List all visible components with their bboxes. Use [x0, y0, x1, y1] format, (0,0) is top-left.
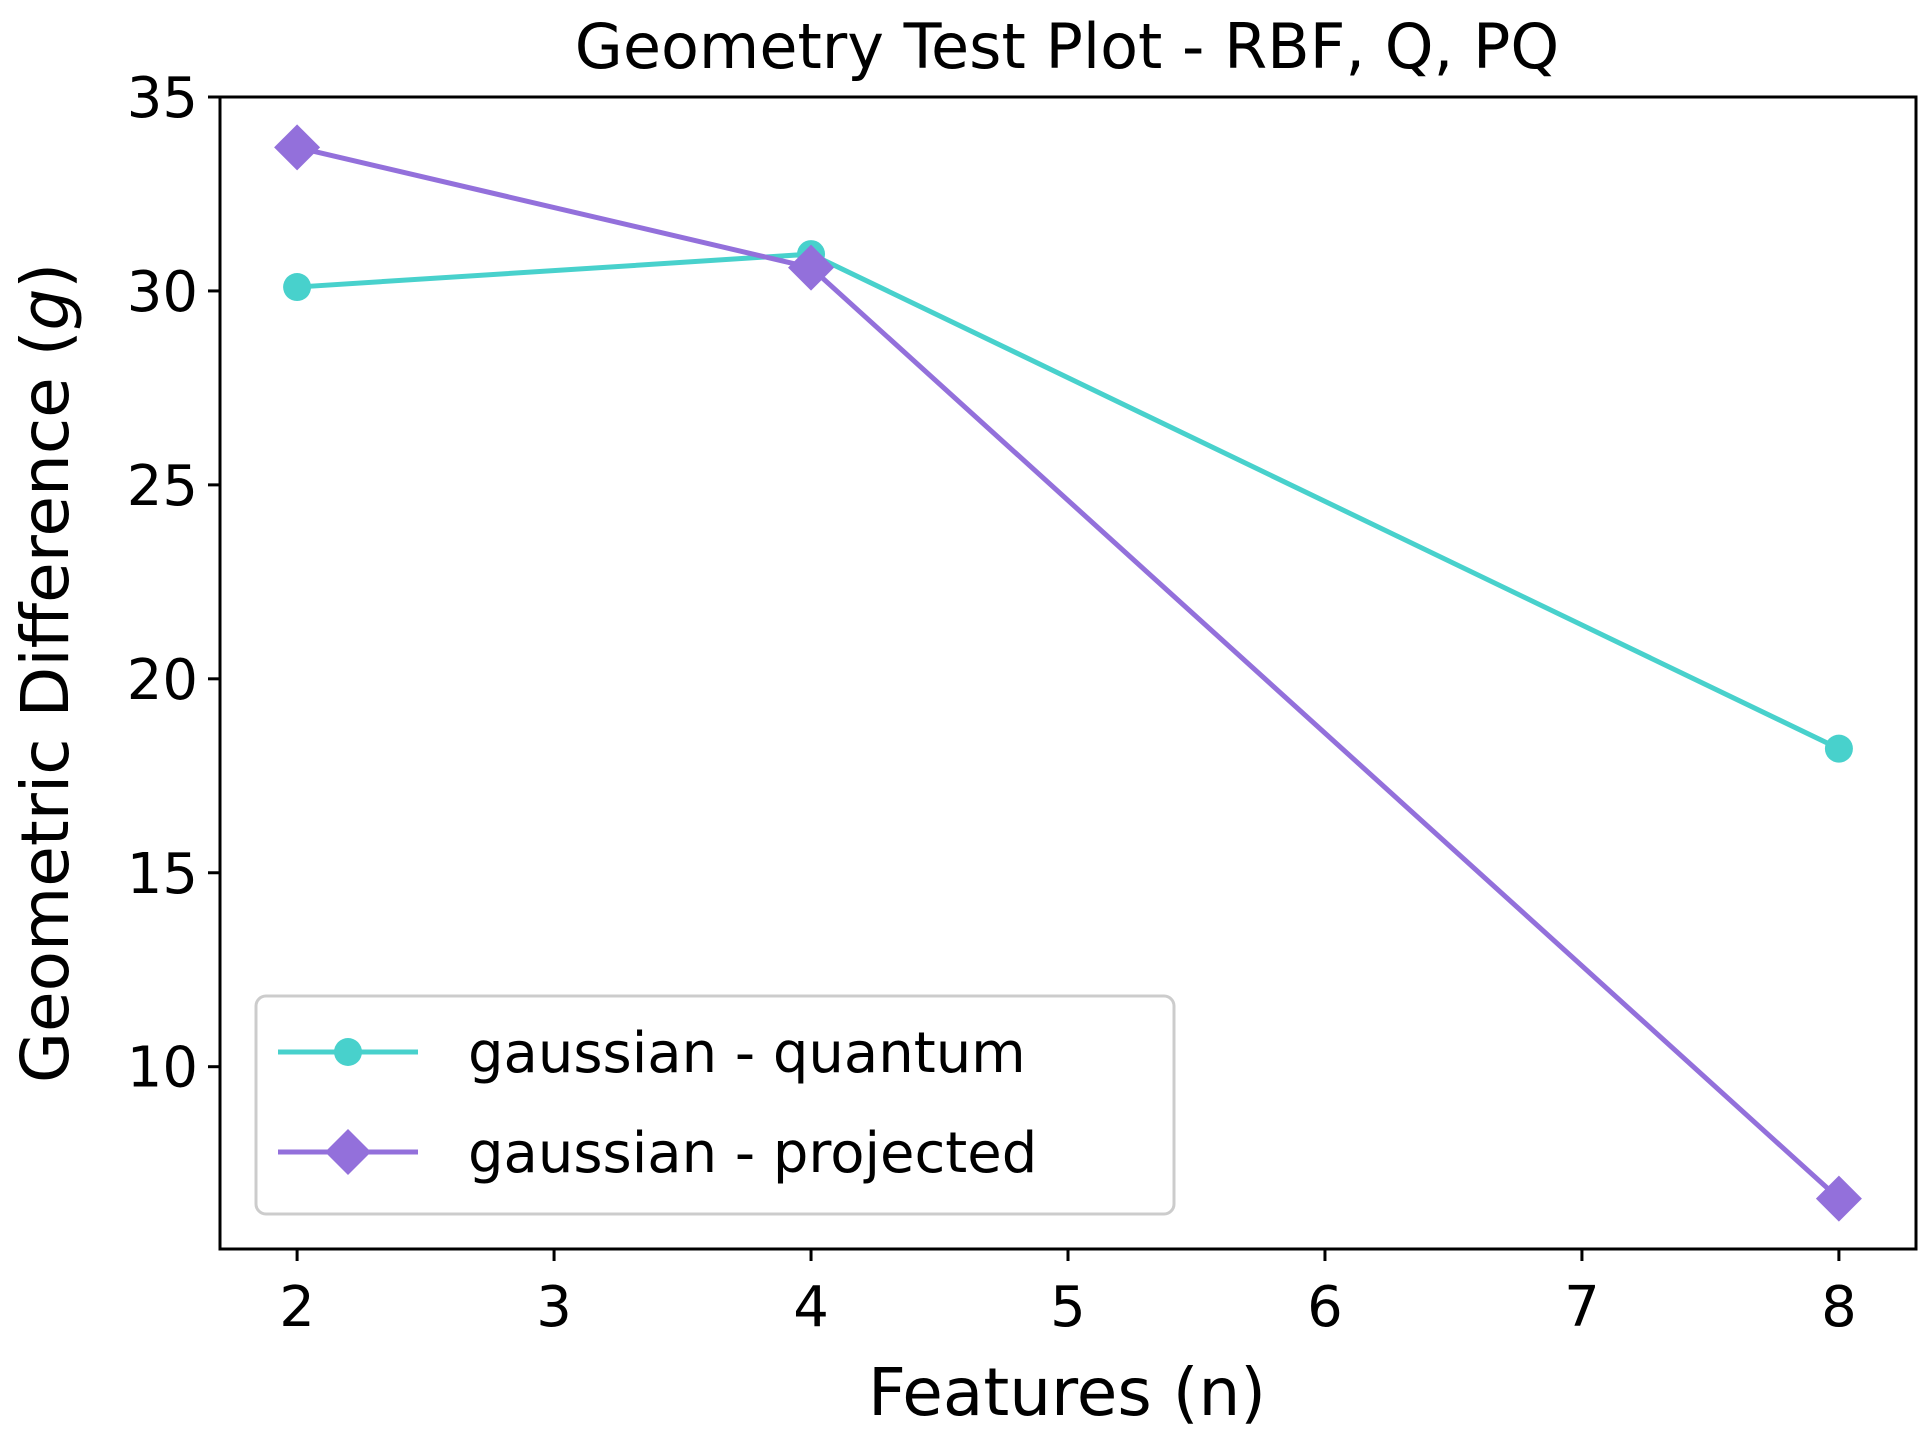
y-axis-label: Geometric Difference (g)	[7, 263, 84, 1083]
legend: gaussian - quantum gaussian - projected	[254, 994, 1176, 1216]
data-point	[274, 124, 321, 171]
x-tick-label: 4	[793, 1275, 829, 1340]
data-point	[788, 244, 835, 291]
y-axis: 10 15 20 25 30 35	[127, 66, 220, 1101]
y-tick-label: 10	[127, 1036, 198, 1101]
y-tick-label: 20	[127, 648, 198, 713]
legend-item: gaussian - projected	[278, 1121, 1037, 1186]
chart-title: Geometry Test Plot - RBF, Q, PQ	[575, 10, 1559, 83]
legend-label: gaussian - quantum	[468, 1021, 1026, 1086]
y-tick-label: 15	[127, 842, 198, 907]
data-point	[1824, 734, 1853, 763]
x-tick-label: 2	[279, 1275, 315, 1340]
legend-label: gaussian - projected	[468, 1121, 1037, 1186]
legend-marker	[334, 1038, 362, 1066]
data-point	[1815, 1175, 1862, 1222]
legend-marker	[325, 1129, 371, 1175]
y-tick-label: 25	[127, 454, 198, 519]
legend-item: gaussian - quantum	[278, 1021, 1026, 1086]
y-tick-label: 35	[127, 66, 198, 131]
series-layer	[274, 124, 1862, 1222]
x-tick-label: 3	[536, 1275, 572, 1340]
x-axis: 2 3 4 5 6 7 8	[279, 1249, 1857, 1340]
y-tick-label: 30	[127, 260, 198, 325]
x-tick-label: 6	[1307, 1275, 1343, 1340]
x-tick-label: 7	[1564, 1275, 1600, 1340]
legend-box	[254, 994, 1176, 1216]
series-2	[274, 124, 1862, 1222]
x-tick-label: 5	[1050, 1275, 1086, 1340]
x-tick-label: 8	[1821, 1275, 1857, 1340]
data-point	[283, 273, 312, 302]
x-axis-label: Features (n)	[868, 1354, 1266, 1431]
